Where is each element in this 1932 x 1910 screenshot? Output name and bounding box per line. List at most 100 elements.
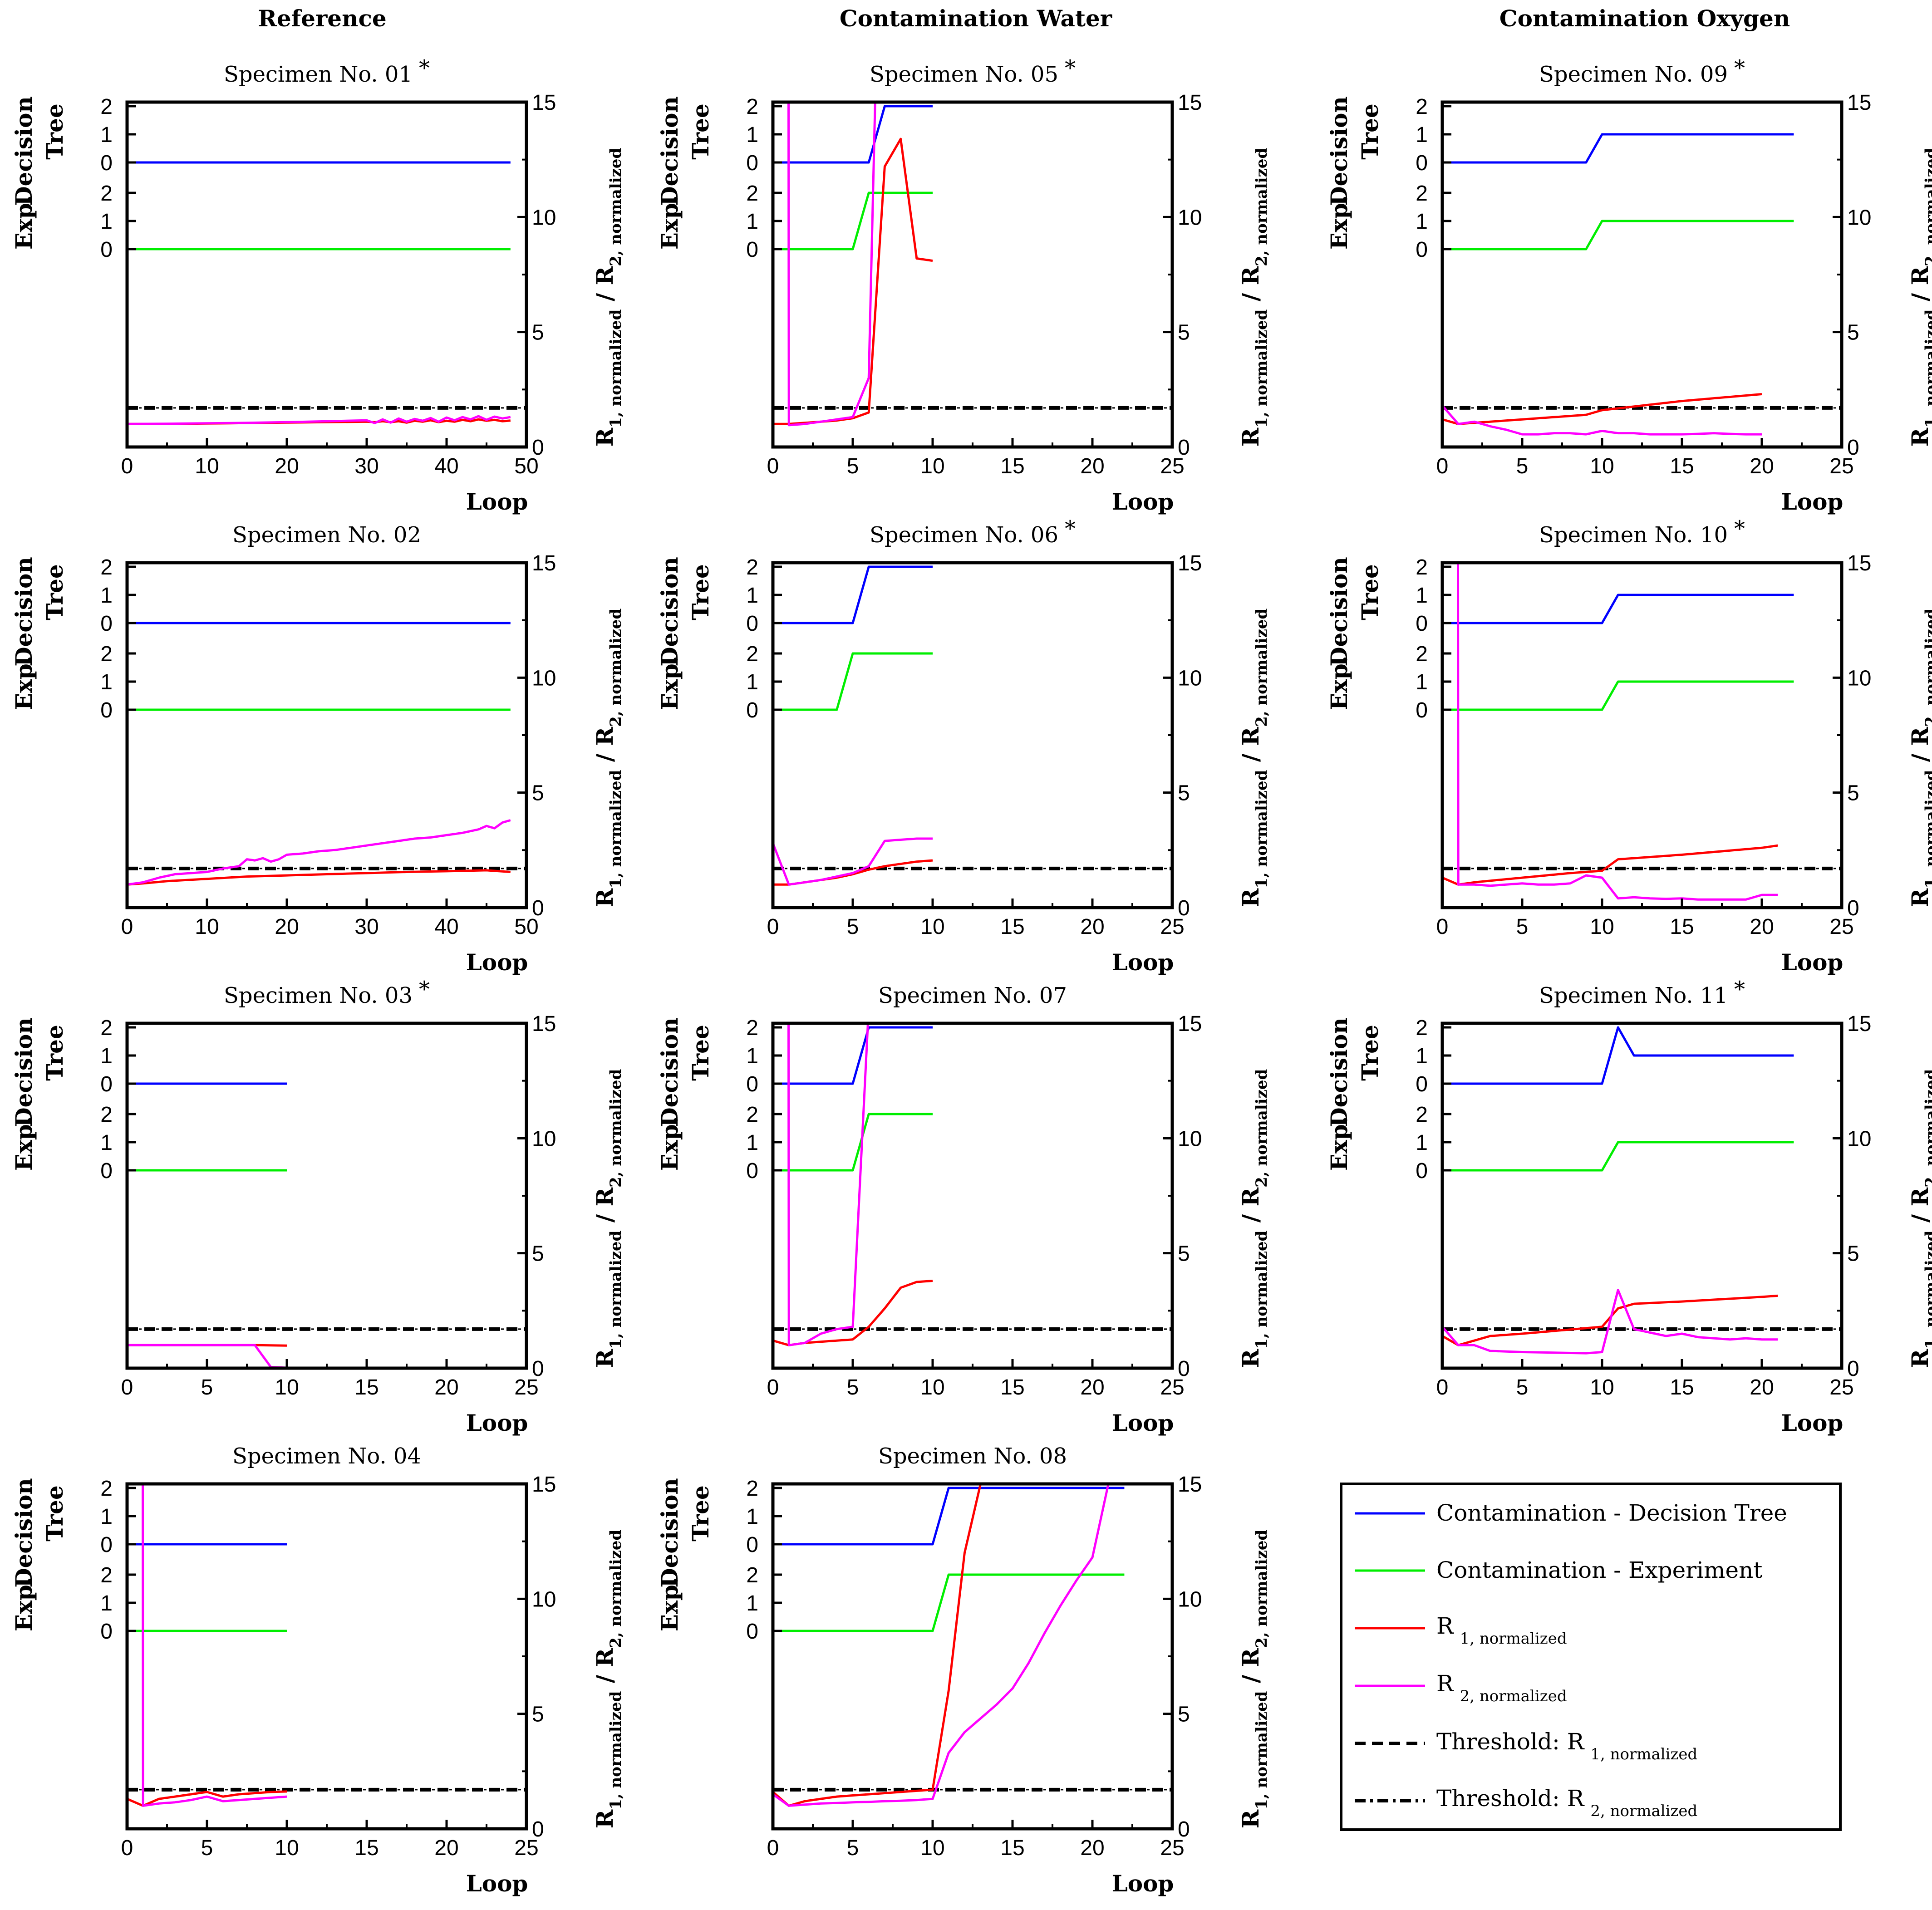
experiment-tick-label: 1	[746, 1131, 758, 1155]
experiment-tick-label: 1	[1416, 210, 1428, 234]
x-tick-label: 5	[847, 1836, 859, 1860]
experiment-tick-label: 1	[746, 1591, 758, 1615]
y2-axis-label: R1, normalized / R2, normalized	[1907, 148, 1932, 447]
x-tick-label: 10	[1590, 1375, 1614, 1399]
legend-label-experiment: Contamination - Experiment	[1436, 1557, 1762, 1583]
series-line-r2	[142, 1484, 287, 1807]
chart-title: Specimen No. 07	[878, 983, 1067, 1008]
decision-tree-tick-label: 0	[1416, 1072, 1428, 1096]
plot-frame	[771, 1021, 1174, 1370]
decision-tree-axis-label: Decision	[1326, 557, 1352, 666]
y2-tick-label: 15	[1847, 551, 1871, 575]
chart-panel: Specimen No. 04 0 5 10 15 20 25 Loop 0 5 10 15 0 0 1 1 2…	[10, 1444, 625, 1897]
x-tick-label: 0	[121, 915, 133, 939]
plot-area	[1442, 133, 1842, 436]
x-tick-label: 0	[767, 915, 779, 939]
y2-axis-label: R1, normalized / R2, normalized	[591, 148, 625, 447]
x-tick-label: 0	[121, 1836, 133, 1860]
legend-label-r1-main: R	[1436, 1613, 1454, 1639]
experiment-axis-label: Exp.	[1326, 656, 1352, 710]
legend: Contamination - Decision Tree Contaminat…	[1340, 1483, 1842, 1831]
experiment-tick-label: 2	[100, 642, 113, 666]
experiment-tick-label: 2	[1416, 642, 1428, 666]
plot-frame	[125, 1021, 528, 1370]
experiment-axis-label: Exp.	[10, 1577, 37, 1631]
y2-axis-label-r1-sub: 1, normalized	[1922, 770, 1932, 889]
experiment-tick-label: 0	[746, 238, 758, 262]
decision-tree-axis-label: Decision	[10, 96, 37, 206]
x-tick-label: 0	[121, 454, 133, 478]
x-tick-label: 15	[1000, 915, 1024, 939]
x-tick-label: 40	[434, 915, 458, 939]
experiment-tick-label: 1	[100, 210, 113, 234]
y2-axis-label-sep: / R	[1907, 727, 1932, 770]
decision-tree-tick-label: 2	[746, 95, 758, 119]
y2-axis-label-r1: R	[1907, 1349, 1932, 1368]
y2-axis-label-r1: R	[1237, 427, 1264, 447]
y2-axis-label-sep: / R	[591, 1187, 618, 1230]
x-tick-label: 25	[1829, 454, 1853, 478]
x-tick-label: 5	[201, 1836, 213, 1860]
decision-tree-axis-label: Tree	[1357, 103, 1383, 160]
chart-title: Specimen No. 03 *	[224, 977, 430, 1008]
experiment-tick-label: 2	[100, 1103, 113, 1127]
chart-title: Specimen No. 04	[232, 1444, 421, 1469]
legend-label-r1: R 1, normalized	[1436, 1613, 1567, 1648]
y2-tick-label: 15	[532, 1473, 556, 1497]
y2-tick-label: 0	[1847, 896, 1859, 920]
x-axis-label: Loop	[466, 949, 528, 976]
y2-tick-label: 10	[532, 1587, 556, 1611]
x-tick-label: 10	[920, 454, 944, 478]
chart-title-asterisk: *	[1734, 977, 1745, 1002]
plot-area	[1442, 1026, 1842, 1355]
y2-axis-label-r2-sub: 2, normalized	[1253, 1530, 1271, 1648]
y2-axis-label-sep: / R	[1237, 1648, 1264, 1691]
x-tick-label: 50	[514, 454, 538, 478]
decision-tree-axis-label: Tree	[687, 564, 714, 620]
y2-axis-label-r1-sub: 1, normalized	[1253, 1691, 1271, 1810]
y2-axis-label-r1-sub: 1, normalized	[1253, 770, 1271, 889]
y2-tick-label: 10	[1178, 1127, 1202, 1151]
experiment-axis-label: Exp.	[656, 1116, 683, 1171]
experiment-axis-label: Exp.	[656, 656, 683, 710]
y2-axis-label-r1-sub: 1, normalized	[1253, 1231, 1271, 1349]
legend-label-threshold-r1-main: Threshold: R	[1436, 1728, 1585, 1755]
x-tick-label: 0	[767, 454, 779, 478]
series-line-r2	[787, 102, 877, 427]
x-tick-label: 5	[1516, 915, 1529, 939]
experiment-tick-label: 1	[100, 1591, 113, 1615]
plot-frame	[125, 561, 528, 909]
y2-axis-label: R1, normalized / R2, normalized	[591, 609, 625, 908]
x-tick-label: 10	[920, 1375, 944, 1399]
y2-axis-label-r2-sub: 2, normalized	[1922, 609, 1932, 727]
x-tick-label: 25	[1160, 1375, 1184, 1399]
decision-tree-tick-label: 1	[1416, 1044, 1428, 1068]
y2-tick-label: 10	[532, 1127, 556, 1151]
series-line-decision-tree	[1442, 133, 1794, 164]
series-line-r2	[773, 837, 933, 886]
decision-tree-axis-label: Tree	[41, 1485, 68, 1542]
y2-axis-label-r1-sub: 1, normalized	[1922, 309, 1932, 428]
series-line-decision-tree	[773, 105, 933, 164]
chart-panel: Specimen No. 02 0 10 20 30 40 50 Loop 0 5 10 15 0 0 1 1…	[10, 522, 625, 976]
y2-tick-label: 15	[532, 91, 556, 115]
y2-axis-label-sep: / R	[1907, 1187, 1932, 1230]
y2-tick-label: 0	[532, 1357, 544, 1381]
x-tick-label: 20	[1750, 1375, 1774, 1399]
chart-title: Specimen No. 09 *	[1539, 55, 1745, 87]
decision-tree-tick-label: 2	[746, 555, 758, 579]
decision-tree-axis-label: Decision	[1326, 96, 1352, 206]
y2-tick-label: 0	[532, 896, 544, 920]
x-tick-label: 30	[354, 454, 379, 478]
x-tick-label: 15	[1000, 1375, 1024, 1399]
legend-label-r1-sub: 1, normalized	[1460, 1630, 1567, 1648]
x-tick-label: 10	[920, 1836, 944, 1860]
series-line-r1	[773, 137, 933, 425]
experiment-tick-label: 2	[746, 182, 758, 206]
x-tick-label: 10	[195, 915, 219, 939]
experiment-tick-label: 2	[1416, 1103, 1428, 1127]
experiment-tick-label: 2	[746, 1103, 758, 1127]
y2-axis-label-sep: / R	[591, 1648, 618, 1691]
experiment-axis-label: Exp.	[656, 1577, 683, 1631]
